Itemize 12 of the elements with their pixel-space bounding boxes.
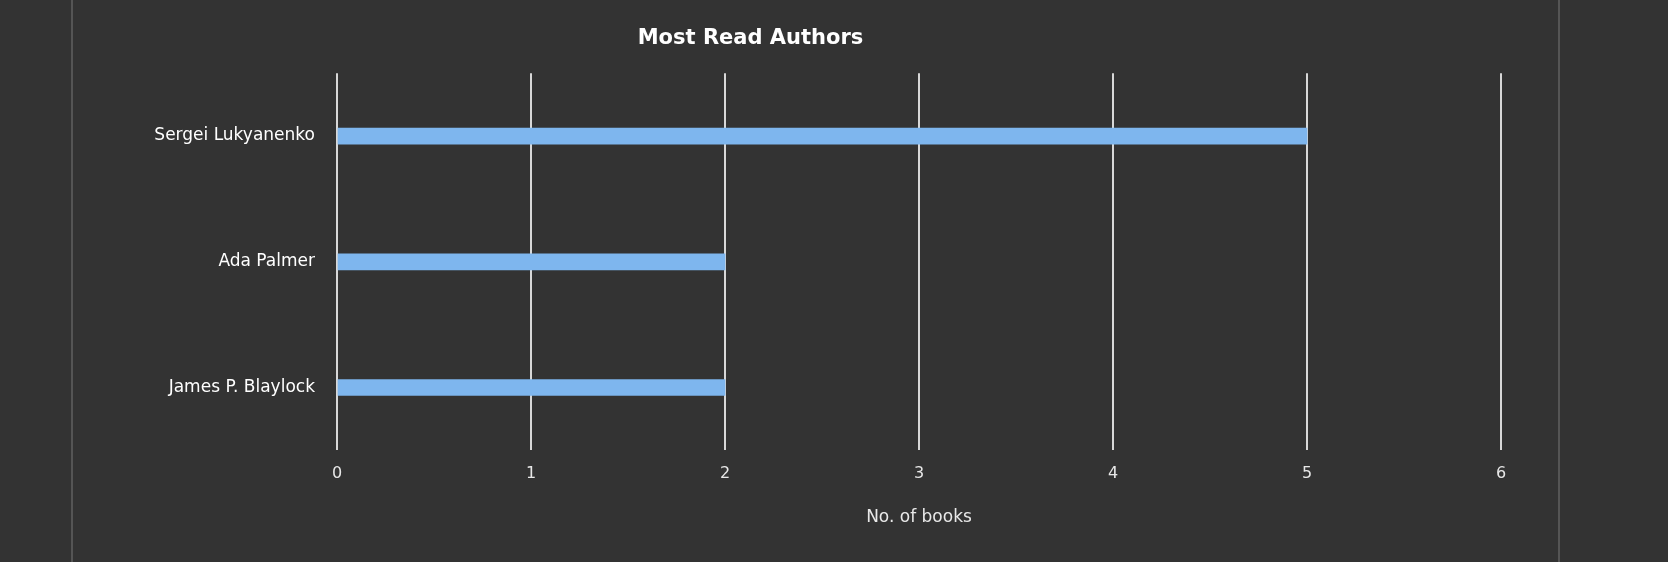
x-tick-label: 5 — [1301, 463, 1313, 483]
x-axis-title: No. of books — [866, 506, 972, 527]
y-tick-label: Ada Palmer — [218, 250, 315, 271]
x-tick-label: 3 — [913, 463, 925, 483]
x-tick-label: 4 — [1107, 463, 1119, 483]
chart-title: Most Read Authors — [637, 25, 864, 50]
x-tick-label: 2 — [719, 463, 731, 483]
y-tick-label: Sergei Lukyanenko — [154, 124, 315, 145]
x-tick-label: 6 — [1495, 463, 1507, 483]
x-tick-label: 0 — [331, 463, 343, 483]
y-tick-label: James P. Blaylock — [167, 375, 316, 396]
x-tick-label: 1 — [525, 463, 537, 483]
